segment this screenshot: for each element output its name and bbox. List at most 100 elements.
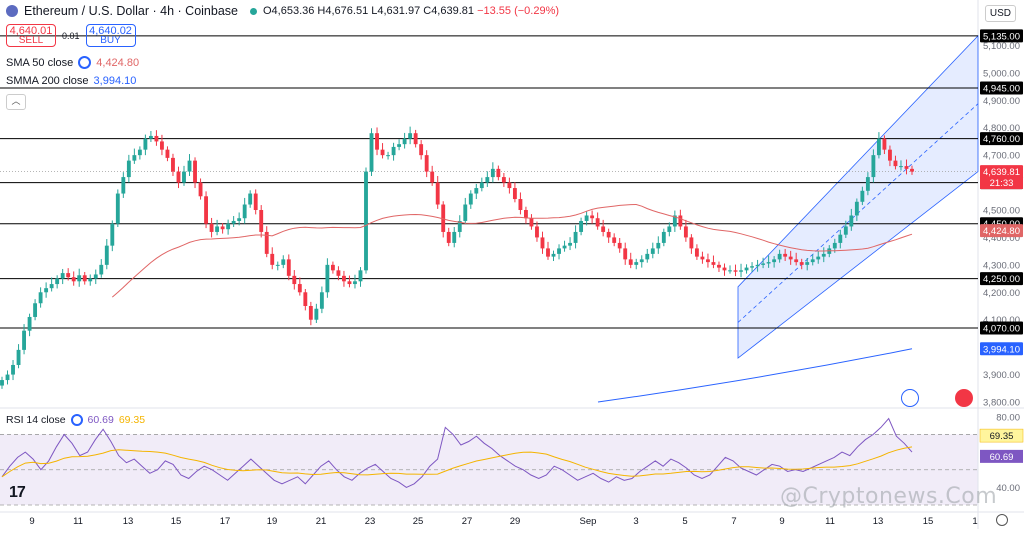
smma-legend[interactable]: SMMA 200 close 3,994.10 (6, 75, 136, 87)
candle-body (650, 248, 655, 254)
flash-icon[interactable] (901, 389, 919, 407)
time-tick-label: 1 (972, 516, 977, 527)
time-tick-label: 25 (413, 516, 424, 527)
candle-body (871, 155, 876, 178)
smma200-line (597, 348, 913, 403)
candle-body (485, 177, 490, 183)
rsi-line (1, 417, 913, 488)
candle-body (0, 380, 4, 386)
candle-body (573, 231, 578, 243)
candle-body (667, 226, 672, 232)
settings-icon[interactable] (996, 514, 1008, 526)
smma-price-tag (980, 342, 1023, 356)
candle-body (231, 220, 236, 224)
settings-icon[interactable] (70, 414, 83, 426)
candle-body (639, 259, 644, 263)
candle-body (132, 155, 137, 161)
tradingview-logo-text: 17 (9, 484, 26, 501)
sell-button[interactable]: 4,640.01 SELL (6, 24, 56, 47)
rsi-value-label: 60.69 (990, 452, 1014, 463)
candle-body (435, 182, 440, 205)
collapse-legend-button[interactable]: ︿ (6, 94, 26, 110)
candle-body (270, 253, 275, 265)
candle-body (88, 278, 93, 282)
candle-body (821, 253, 826, 257)
candle-body (193, 160, 197, 183)
candle-body (104, 245, 109, 265)
currency-button[interactable]: USD (984, 5, 1016, 22)
price-tick-label: 4,800.00 (983, 123, 1020, 134)
smma-value: 3,994.10 (93, 75, 137, 87)
level-price-tag (980, 272, 1023, 286)
candle-body (165, 149, 170, 158)
candle-body (865, 177, 870, 191)
candle-body (546, 248, 550, 257)
candle-body (22, 330, 26, 350)
price-tick-label: 3,900.00 (983, 370, 1020, 381)
level-price-tag (980, 81, 1023, 95)
spread-value: 0.01 (62, 30, 80, 41)
candle-body (683, 226, 688, 238)
price-tick-label: 5,100.00 (983, 41, 1020, 52)
sma50-line (111, 203, 913, 298)
candle-body (777, 253, 782, 260)
candle-body (755, 264, 760, 267)
candle-body (524, 210, 528, 219)
candle-body (810, 259, 815, 263)
current-price-label: 4,639.81 (983, 167, 1020, 178)
candle-body (27, 316, 32, 331)
ohlc-low: L4,631.97 (371, 5, 421, 17)
candle-body (77, 275, 82, 282)
candle-body (700, 256, 705, 260)
candle-body (110, 223, 115, 246)
time-tick-label: 15 (171, 516, 182, 527)
candle-body (490, 168, 495, 178)
candle-body (441, 204, 446, 232)
candle-body (882, 138, 887, 150)
time-tick-label: 17 (220, 516, 231, 527)
candle-body (60, 273, 65, 279)
candle-body (843, 226, 848, 235)
candle-body (722, 267, 727, 271)
price-tick-label: 4,100.00 (983, 315, 1020, 326)
rsi-ma-label: 69.35 (990, 431, 1014, 442)
time-tick-label: 23 (365, 516, 376, 527)
candle-body (733, 270, 738, 272)
candle-body (148, 135, 153, 139)
economic-events-icon[interactable] (955, 389, 973, 407)
candle-body (860, 190, 865, 202)
ethereum-icon (6, 5, 18, 17)
candle-body (479, 182, 484, 189)
time-tick-label: 11 (73, 516, 83, 527)
candle-body (694, 248, 699, 257)
candle-body (182, 171, 186, 183)
sma-legend[interactable]: SMA 50 close 4,424.80 (6, 56, 139, 69)
candle-body (137, 149, 142, 156)
candle-body (237, 218, 242, 221)
candle-body (358, 270, 363, 282)
symbol-title[interactable]: Ethereum / U.S. Dollar · 4h · Coinbase (24, 4, 238, 18)
candle-body (353, 281, 357, 285)
candle-body (82, 275, 87, 282)
candle-body (430, 171, 435, 183)
tradingview-logo[interactable]: 17 (9, 484, 26, 502)
candle-body (198, 182, 203, 197)
candle-body (540, 237, 545, 249)
settings-icon[interactable] (78, 56, 92, 69)
level-price-tag (980, 321, 1023, 335)
candle-body (496, 168, 501, 178)
price-tick-label: 4,300.00 (983, 260, 1020, 271)
candle-body (171, 157, 175, 172)
candle-body (584, 215, 589, 221)
candle-body (628, 259, 633, 265)
time-tick-label: 7 (731, 516, 736, 527)
candle-body (176, 171, 181, 183)
time-tick-label: 21 (316, 516, 327, 527)
candle-body (308, 306, 313, 320)
time-tick-label: 13 (873, 516, 884, 527)
regression-channel (737, 34, 979, 359)
rsi-legend[interactable]: RSI 14 close 60.69 69.35 (6, 414, 145, 426)
buy-button[interactable]: 4,640.02 BUY (85, 24, 136, 47)
